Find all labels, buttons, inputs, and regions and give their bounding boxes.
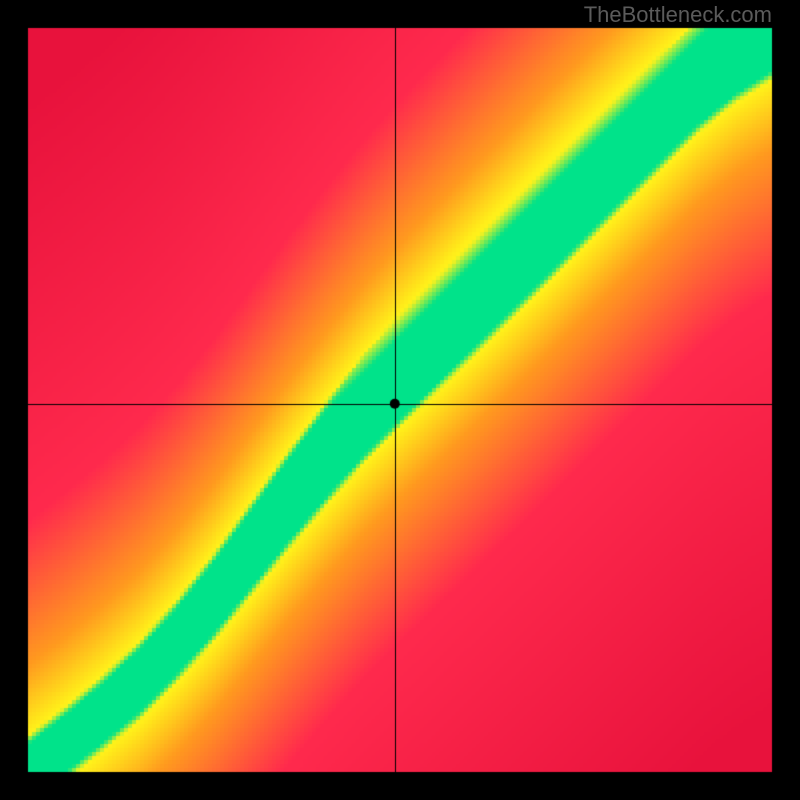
bottleneck-heatmap: [0, 0, 800, 800]
chart-container: TheBottleneck.com: [0, 0, 800, 800]
